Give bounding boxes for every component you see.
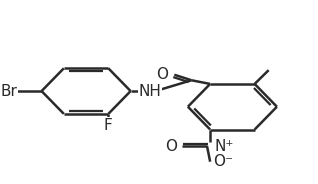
Text: Br: Br — [0, 84, 17, 99]
Text: N⁺: N⁺ — [215, 139, 234, 154]
Text: NH: NH — [138, 84, 161, 99]
Text: O: O — [156, 67, 168, 82]
Text: O⁻: O⁻ — [213, 154, 233, 169]
Text: F: F — [104, 118, 113, 133]
Text: O: O — [165, 139, 177, 154]
